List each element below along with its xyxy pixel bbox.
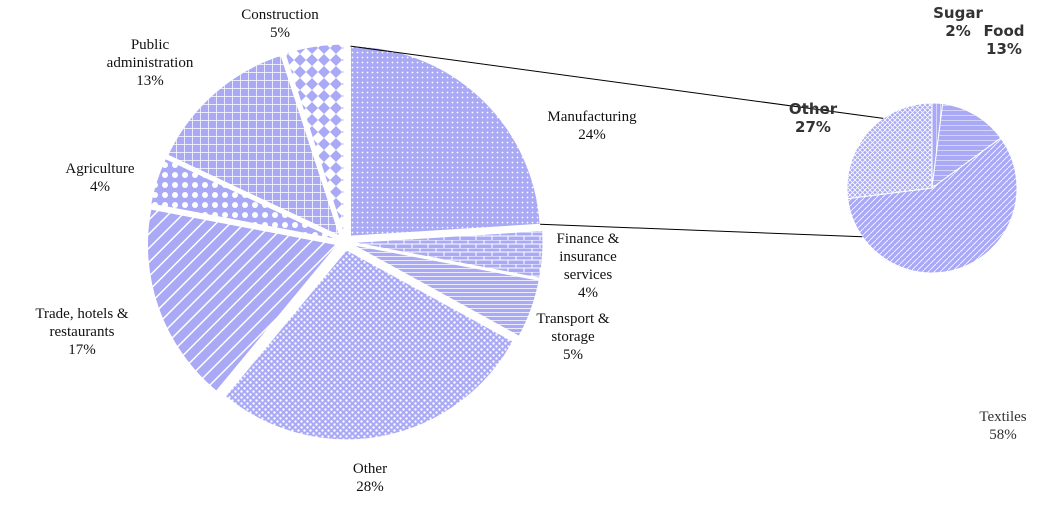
value-label: 58% <box>989 427 1017 443</box>
data-label: Textiles 58% <box>979 408 1026 444</box>
pie-slice <box>931 103 1002 190</box>
data-label: Construction 5% <box>241 6 319 42</box>
data-label: Trade, hotels & restaurants 17% <box>17 305 147 359</box>
category-label: Sugar <box>933 4 983 22</box>
value-label: 4% <box>89 179 110 195</box>
category-label: Public administration <box>106 37 194 71</box>
data-label: Sugar 2% <box>933 4 983 40</box>
pie-slice <box>847 137 1018 274</box>
pie-slice <box>349 45 541 237</box>
value-label: 27% <box>795 118 831 136</box>
data-label: Transport & storage 5% <box>526 310 621 364</box>
pie-slice <box>150 157 338 241</box>
category-label: Agriculture <box>65 161 135 177</box>
data-label: Food 13% <box>984 22 1025 58</box>
value-label: 5% <box>563 347 583 363</box>
value-label: 24% <box>578 127 606 143</box>
category-label: Manufacturing <box>547 109 637 125</box>
value-label: 5% <box>270 25 290 41</box>
data-label: Manufacturing 24% <box>547 108 636 144</box>
pie-slice <box>846 102 933 200</box>
data-label: Public administration 13% <box>95 36 205 90</box>
category-label: Food <box>983 22 1025 40</box>
category-label: Textiles <box>979 409 1027 425</box>
pie-slice <box>167 54 341 237</box>
pie-slice <box>146 208 339 392</box>
category-label: Trade, hotels & restaurants <box>35 306 129 340</box>
data-label: Finance & insurance services 4% <box>541 230 636 302</box>
connector-line <box>350 45 884 119</box>
value-label: 17% <box>68 342 96 358</box>
data-label: Agriculture 4% <box>65 160 134 196</box>
value-label: 13% <box>986 40 1022 58</box>
data-label: Other 28% <box>353 460 387 496</box>
data-label: Other 27% <box>789 100 837 136</box>
pie-slice <box>352 230 544 279</box>
category-label: Construction <box>241 7 319 23</box>
value-label: 4% <box>578 285 598 301</box>
connector-line <box>540 223 863 238</box>
category-label: Transport & storage <box>536 311 610 345</box>
value-label: 13% <box>136 73 164 89</box>
pie-slice <box>224 249 514 441</box>
pie-slice <box>284 43 345 235</box>
category-label: Finance & insurance services <box>556 231 620 283</box>
category-label: Other <box>788 100 838 118</box>
pie-slice <box>352 244 540 337</box>
value-label: 2% <box>945 22 971 40</box>
category-label: Other <box>352 461 388 477</box>
value-label: 28% <box>356 479 384 495</box>
